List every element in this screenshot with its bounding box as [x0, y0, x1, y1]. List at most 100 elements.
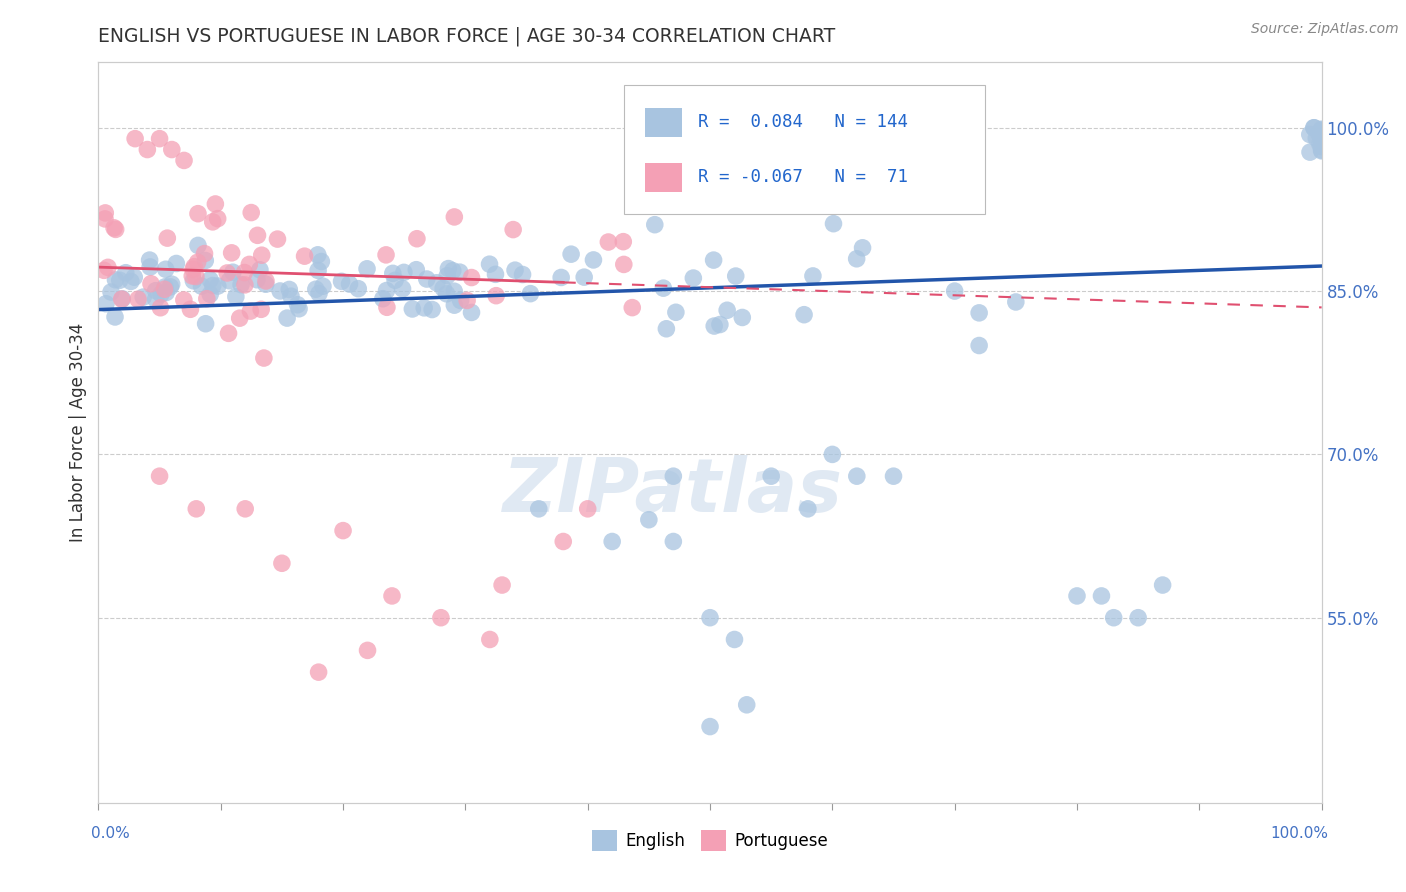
Point [111, 292, 134, 306]
Point [1299, 145, 1322, 160]
Point [181, 262, 204, 277]
Legend: English, Portuguese: English, Portuguese [585, 823, 835, 857]
Point [332, 524, 354, 538]
Point [246, 228, 269, 243]
Point [356, 643, 378, 657]
Point [460, 305, 482, 319]
Point [426, 276, 449, 290]
Point [200, 287, 222, 301]
Point [662, 534, 685, 549]
Point [339, 277, 361, 291]
Point [1102, 611, 1125, 625]
Y-axis label: In Labor Force | Age 30-34: In Labor Force | Age 30-34 [69, 323, 87, 542]
Point [165, 256, 187, 270]
Point [550, 270, 572, 285]
Point [443, 298, 465, 312]
Point [401, 301, 423, 316]
Point [270, 556, 294, 570]
Point [449, 265, 471, 279]
Text: Source: ZipAtlas.com: Source: ZipAtlas.com [1251, 22, 1399, 37]
Point [240, 205, 263, 219]
Point [132, 290, 155, 304]
Point [735, 698, 758, 712]
Bar [645, 108, 682, 137]
Point [1310, 129, 1333, 144]
Point [190, 279, 212, 293]
Point [276, 311, 298, 326]
Point [1310, 124, 1333, 138]
Point [1310, 128, 1333, 142]
Point [149, 301, 172, 315]
Point [233, 501, 256, 516]
Point [198, 273, 221, 287]
Point [797, 501, 820, 516]
Point [621, 301, 644, 315]
Point [94, 211, 117, 226]
Point [139, 277, 162, 291]
Point [716, 303, 738, 318]
FancyBboxPatch shape [624, 85, 986, 214]
Point [307, 263, 329, 277]
Point [153, 282, 176, 296]
Point [1310, 128, 1333, 142]
Point [391, 282, 413, 296]
Point [246, 273, 269, 287]
Point [253, 351, 276, 365]
Point [1310, 143, 1333, 157]
Point [1310, 138, 1333, 153]
Point [485, 288, 508, 302]
Point [1302, 120, 1324, 135]
Text: ENGLISH VS PORTUGUESE IN LABOR FORCE | AGE 30-34 CORRELATION CHART: ENGLISH VS PORTUGUESE IN LABOR FORCE | A… [98, 27, 835, 46]
Point [1299, 128, 1322, 142]
Point [502, 222, 524, 236]
Point [250, 248, 273, 262]
Point [228, 311, 250, 326]
Point [851, 241, 873, 255]
Point [576, 501, 599, 516]
Point [94, 296, 117, 310]
Point [1310, 133, 1333, 147]
Point [1310, 122, 1333, 136]
Point [1310, 131, 1333, 145]
Point [1308, 126, 1330, 140]
Point [254, 274, 277, 288]
Point [136, 143, 159, 157]
Point [187, 238, 209, 252]
Point [503, 263, 526, 277]
Point [305, 282, 328, 296]
Point [153, 280, 176, 294]
Point [347, 282, 370, 296]
Point [823, 217, 845, 231]
Point [124, 131, 146, 145]
Point [1310, 123, 1333, 137]
Point [560, 247, 582, 261]
Point [1310, 144, 1333, 158]
Point [883, 469, 905, 483]
Point [1090, 589, 1112, 603]
Point [724, 268, 747, 283]
Point [254, 277, 277, 292]
Text: ZIPatlas: ZIPatlas [503, 455, 844, 528]
Text: 0.0%: 0.0% [91, 827, 131, 841]
Point [1066, 589, 1088, 603]
Point [371, 292, 394, 306]
Point [436, 268, 458, 283]
Point [104, 273, 127, 287]
Point [94, 206, 117, 220]
Point [280, 289, 302, 303]
Text: R =  0.084   N = 144: R = 0.084 N = 144 [697, 113, 908, 131]
Point [278, 283, 301, 297]
Point [405, 262, 427, 277]
Point [308, 665, 330, 680]
Point [217, 266, 239, 280]
Point [600, 534, 623, 549]
Point [662, 469, 685, 483]
Point [392, 265, 415, 279]
Point [266, 232, 288, 246]
Point [155, 262, 177, 277]
Point [967, 306, 990, 320]
Point [187, 207, 209, 221]
Point [150, 287, 173, 301]
Point [381, 589, 404, 603]
Point [187, 255, 209, 269]
